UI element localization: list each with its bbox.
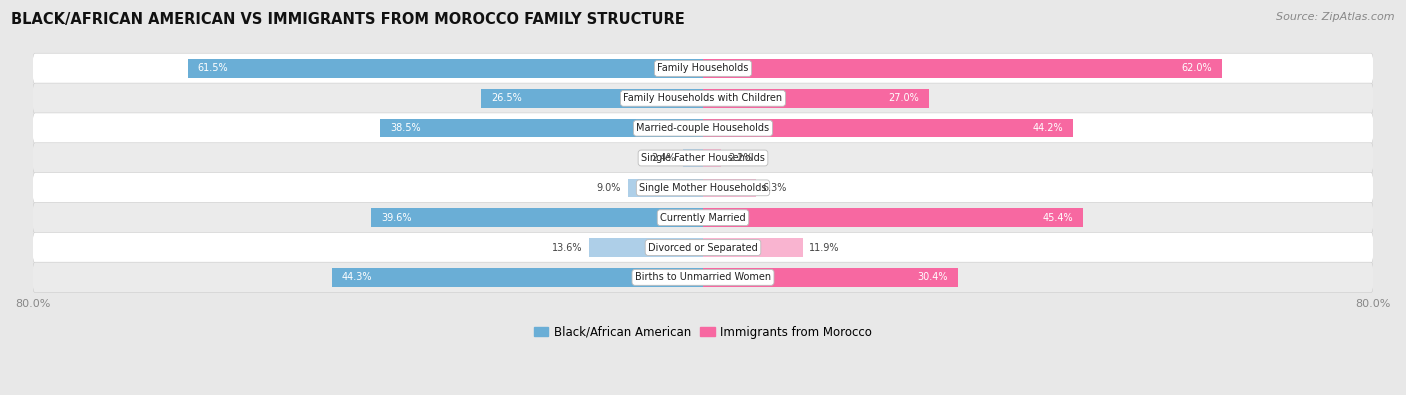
FancyBboxPatch shape — [32, 143, 1374, 173]
Text: 38.5%: 38.5% — [391, 123, 420, 133]
Text: 45.4%: 45.4% — [1043, 213, 1073, 223]
Text: 2.2%: 2.2% — [728, 153, 752, 163]
Text: 27.0%: 27.0% — [889, 93, 920, 103]
Bar — [371, 209, 703, 227]
Bar — [703, 89, 929, 107]
Text: 61.5%: 61.5% — [198, 64, 228, 73]
Text: Family Households with Children: Family Households with Children — [623, 93, 783, 103]
Text: Source: ZipAtlas.com: Source: ZipAtlas.com — [1277, 12, 1395, 22]
Text: Married-couple Households: Married-couple Households — [637, 123, 769, 133]
Text: Currently Married: Currently Married — [661, 213, 745, 223]
FancyBboxPatch shape — [32, 83, 1374, 113]
Text: 2.4%: 2.4% — [652, 153, 676, 163]
FancyBboxPatch shape — [32, 53, 1374, 84]
Bar — [703, 268, 957, 287]
Bar — [703, 59, 1222, 78]
Bar — [381, 119, 703, 137]
Bar — [683, 149, 703, 167]
Text: Divorced or Separated: Divorced or Separated — [648, 243, 758, 252]
Bar — [703, 119, 1073, 137]
Bar — [703, 149, 721, 167]
Bar — [703, 209, 1084, 227]
Bar — [481, 89, 703, 107]
Text: 44.3%: 44.3% — [342, 273, 373, 282]
FancyBboxPatch shape — [32, 262, 1374, 293]
Text: 39.6%: 39.6% — [381, 213, 412, 223]
FancyBboxPatch shape — [32, 113, 1374, 143]
Text: Single Father Households: Single Father Households — [641, 153, 765, 163]
Text: 11.9%: 11.9% — [810, 243, 839, 252]
FancyBboxPatch shape — [32, 203, 1374, 233]
Text: 13.6%: 13.6% — [551, 243, 582, 252]
Bar — [332, 268, 703, 287]
Bar — [627, 179, 703, 197]
Text: 44.2%: 44.2% — [1032, 123, 1063, 133]
Text: Births to Unmarried Women: Births to Unmarried Women — [636, 273, 770, 282]
Text: 30.4%: 30.4% — [917, 273, 948, 282]
FancyBboxPatch shape — [32, 173, 1374, 203]
Bar — [187, 59, 703, 78]
Text: 62.0%: 62.0% — [1182, 64, 1212, 73]
Text: 26.5%: 26.5% — [491, 93, 522, 103]
Text: 6.3%: 6.3% — [762, 183, 787, 193]
FancyBboxPatch shape — [32, 232, 1374, 263]
Bar — [703, 179, 756, 197]
Text: BLACK/AFRICAN AMERICAN VS IMMIGRANTS FROM MOROCCO FAMILY STRUCTURE: BLACK/AFRICAN AMERICAN VS IMMIGRANTS FRO… — [11, 12, 685, 27]
Bar — [589, 238, 703, 257]
Text: Family Households: Family Households — [658, 64, 748, 73]
Bar — [703, 238, 803, 257]
Text: Single Mother Households: Single Mother Households — [640, 183, 766, 193]
Text: 9.0%: 9.0% — [596, 183, 621, 193]
Legend: Black/African American, Immigrants from Morocco: Black/African American, Immigrants from … — [529, 321, 877, 343]
